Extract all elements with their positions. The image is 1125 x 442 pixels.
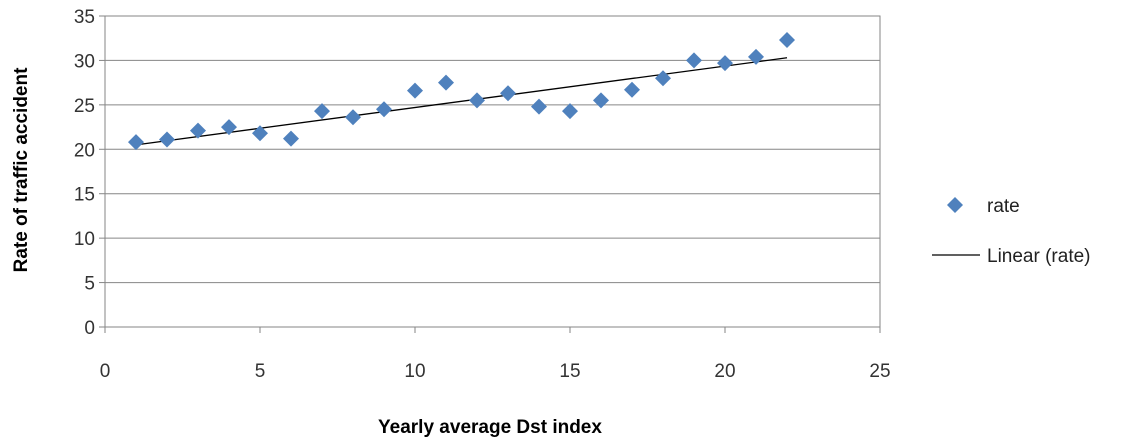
y-tick-label: 0 [84, 318, 95, 339]
linear-trendline [135, 57, 788, 146]
legend-diamond-marker [947, 197, 963, 213]
legend-item-linear: Linear (rate) [932, 246, 1091, 267]
y-tick-label: 35 [74, 7, 95, 28]
y-tick-label: 30 [74, 51, 95, 72]
data-point-rate [469, 92, 485, 109]
data-point-rate [500, 85, 516, 102]
data-point-rate [779, 31, 795, 48]
x-tick-label: 15 [559, 361, 580, 382]
y-tick-label: 10 [74, 229, 95, 250]
data-point-rate [624, 81, 640, 98]
data-point-rate [748, 48, 764, 65]
tick-labels: 0 5 10 15 20 25 30 35 0 5 10 15 20 25 [74, 7, 891, 382]
data-point-rate [190, 122, 206, 139]
data-point-rate [345, 109, 361, 126]
data-point-rate [376, 101, 392, 118]
y-tick-label: 15 [74, 185, 95, 206]
legend-label-rate: rate [987, 196, 1020, 217]
data-point-rate [717, 55, 733, 72]
legend-label-linear: Linear (rate) [987, 246, 1091, 267]
data-point-rate [221, 119, 237, 136]
x-tick-label: 10 [404, 361, 425, 382]
y-tick-label: 5 [84, 274, 95, 295]
data-point-rate [314, 103, 330, 120]
data-point-rate [252, 125, 268, 142]
data-point-rate [562, 103, 578, 120]
gridlines [105, 15, 880, 284]
data-point-rate [128, 134, 144, 151]
data-point-rate [655, 70, 671, 87]
y-tick-label: 25 [74, 96, 95, 117]
data-point-rate [531, 98, 547, 115]
x-tick-label: 25 [869, 361, 890, 382]
legend: rate Linear (rate) [932, 196, 1091, 267]
data-point-rate [283, 130, 299, 147]
trendline-layer [135, 57, 788, 146]
x-axis-title: Yearly average Dst index [378, 417, 602, 438]
data-point-rate [593, 92, 609, 109]
legend-item-rate: rate [947, 196, 1020, 217]
y-tick-label: 20 [74, 140, 95, 161]
axes [99, 15, 881, 333]
x-tick-label: 0 [100, 361, 111, 382]
data-point-rate [407, 82, 423, 99]
data-point-rate [438, 74, 454, 91]
plot-area [104, 15, 881, 328]
x-tick-label: 20 [714, 361, 735, 382]
x-tick-label: 5 [255, 361, 266, 382]
data-points [128, 31, 795, 151]
data-point-rate [686, 52, 702, 69]
y-axis-title: Rate of traffic accident [11, 67, 32, 272]
data-point-rate [159, 131, 175, 148]
